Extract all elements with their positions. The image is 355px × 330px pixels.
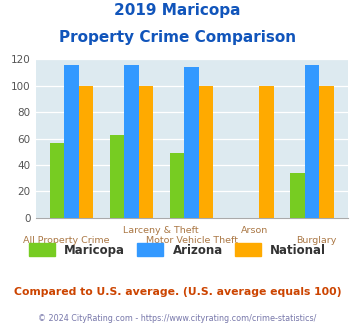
Bar (139, 86, 153, 218)
Text: 2019 Maricopa: 2019 Maricopa (114, 3, 241, 18)
Text: Property Crime Comparison: Property Crime Comparison (59, 30, 296, 45)
Text: Burglary: Burglary (296, 236, 337, 245)
Legend: Maricopa, Arizona, National: Maricopa, Arizona, National (24, 239, 331, 261)
Bar (124, 65, 139, 218)
Text: Arson: Arson (241, 226, 268, 235)
Text: Larceny & Theft: Larceny & Theft (122, 226, 198, 235)
Bar (110, 135, 124, 218)
Bar (319, 86, 334, 218)
Text: Compared to U.S. average. (U.S. average equals 100): Compared to U.S. average. (U.S. average … (14, 287, 341, 297)
Bar (50, 143, 64, 218)
Bar (78, 86, 93, 218)
Bar (259, 86, 274, 218)
Bar (64, 65, 78, 218)
Bar (170, 153, 185, 218)
Text: Motor Vehicle Theft: Motor Vehicle Theft (146, 236, 238, 245)
Bar (290, 173, 305, 218)
Text: © 2024 CityRating.com - https://www.cityrating.com/crime-statistics/: © 2024 CityRating.com - https://www.city… (38, 314, 317, 323)
Bar (199, 86, 213, 218)
Bar (185, 67, 199, 218)
Text: All Property Crime: All Property Crime (23, 236, 110, 245)
Bar (305, 65, 319, 218)
